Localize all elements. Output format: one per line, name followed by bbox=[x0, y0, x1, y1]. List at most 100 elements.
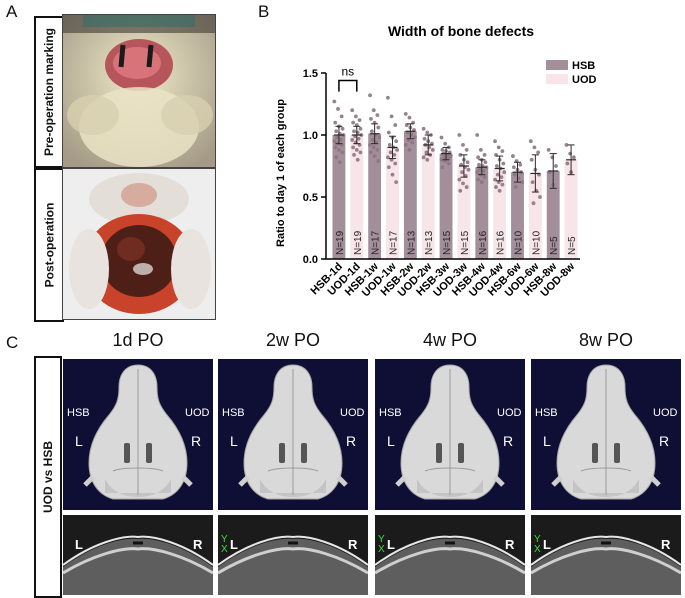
data-point bbox=[407, 115, 412, 120]
data-point bbox=[375, 147, 380, 152]
n-label: N=19 bbox=[335, 230, 346, 255]
bar-hsb-1d bbox=[332, 135, 346, 259]
data-point bbox=[494, 164, 499, 168]
data-point bbox=[353, 114, 358, 119]
data-point bbox=[511, 154, 515, 158]
data-point bbox=[564, 143, 569, 147]
data-point bbox=[407, 147, 412, 152]
n-label: N=17 bbox=[389, 230, 400, 255]
coronal-slice-render bbox=[218, 515, 368, 595]
data-point bbox=[571, 155, 576, 160]
data-point bbox=[477, 162, 481, 167]
data-point bbox=[476, 155, 481, 160]
skull-render bbox=[551, 364, 661, 500]
data-point bbox=[370, 138, 375, 142]
data-point bbox=[501, 161, 506, 166]
data-point bbox=[439, 157, 444, 162]
ct-skull-3d-view: HSB UOD L R bbox=[375, 359, 525, 510]
data-point bbox=[369, 129, 374, 134]
data-point bbox=[403, 112, 408, 116]
data-point bbox=[461, 143, 465, 147]
significance-bracket bbox=[338, 79, 358, 92]
n-label: N=10 bbox=[514, 230, 525, 255]
pre-op-photo bbox=[62, 14, 216, 168]
ns-label: ns bbox=[342, 64, 355, 78]
data-point bbox=[502, 170, 507, 175]
data-point bbox=[511, 165, 516, 170]
significance-annotation: ns bbox=[338, 64, 358, 92]
legend-swatch-hsb bbox=[546, 60, 568, 70]
data-point bbox=[358, 150, 363, 155]
data-point bbox=[335, 135, 339, 140]
bar-hsb-8w bbox=[546, 170, 560, 259]
data-point bbox=[457, 177, 462, 182]
data-point bbox=[421, 126, 426, 131]
data-point bbox=[494, 185, 498, 189]
y-axis-marker: Y bbox=[378, 534, 385, 545]
slice-left-label: L bbox=[75, 537, 83, 552]
n-label: N=13 bbox=[424, 230, 435, 255]
skull-render bbox=[83, 364, 193, 500]
left-side-label: L bbox=[230, 433, 238, 449]
coronal-slice-render bbox=[531, 515, 681, 595]
data-point bbox=[368, 93, 372, 98]
data-point bbox=[403, 143, 408, 147]
data-point bbox=[478, 167, 482, 172]
bone-defect-chart: Width of bone defects Ratio to day 1 of … bbox=[275, 23, 597, 299]
ct-skull-3d-view: HSB UOD L R bbox=[63, 359, 213, 510]
bar-uod-8w bbox=[564, 159, 578, 259]
right-side-label: R bbox=[346, 433, 357, 449]
data-point bbox=[377, 135, 382, 140]
y-axis-label: Ratio to day 1 of each group bbox=[275, 99, 287, 247]
data-point bbox=[531, 201, 536, 206]
legend-label-uod: UOD bbox=[572, 74, 597, 86]
hsb-side-label: HSB bbox=[379, 407, 402, 419]
n-label: N=10 bbox=[531, 230, 542, 255]
n-label: N=15 bbox=[442, 230, 453, 255]
data-point bbox=[333, 120, 338, 125]
data-point bbox=[351, 145, 356, 150]
data-point bbox=[495, 172, 500, 177]
data-point bbox=[368, 143, 372, 147]
x-axis-marker: X bbox=[221, 544, 228, 555]
data-point bbox=[482, 152, 487, 157]
data-point bbox=[464, 185, 469, 189]
post-op-label: Post-operation bbox=[42, 202, 57, 288]
data-point bbox=[460, 170, 464, 175]
data-point bbox=[393, 161, 398, 166]
data-point bbox=[536, 150, 541, 155]
data-point bbox=[421, 155, 426, 160]
pre-op-label-box: Pre-operation marking bbox=[34, 16, 64, 168]
data-point bbox=[336, 107, 340, 111]
data-point bbox=[334, 155, 339, 160]
data-point bbox=[478, 147, 483, 152]
data-point bbox=[440, 165, 445, 170]
data-point bbox=[386, 95, 390, 100]
pre-op-label: Pre-operation marking bbox=[42, 27, 56, 157]
x-axis-marker: X bbox=[378, 544, 385, 555]
data-point bbox=[440, 147, 445, 152]
data-point bbox=[565, 161, 570, 166]
data-point bbox=[446, 161, 451, 166]
data-point bbox=[554, 164, 558, 168]
data-point bbox=[442, 155, 447, 160]
y-tick-label: 1.5 bbox=[303, 68, 318, 80]
data-point bbox=[350, 138, 355, 142]
ct-column-title: 8w PO bbox=[578, 330, 634, 350]
data-point bbox=[493, 139, 497, 144]
data-point bbox=[388, 150, 393, 155]
data-point bbox=[529, 157, 534, 162]
data-point bbox=[375, 113, 380, 118]
data-point bbox=[369, 116, 373, 121]
data-point bbox=[464, 147, 469, 152]
coronal-slice-render bbox=[63, 515, 213, 595]
skull-render bbox=[238, 364, 348, 500]
data-point bbox=[410, 140, 415, 145]
ct-column-title: 4w PO bbox=[422, 330, 478, 350]
data-point bbox=[465, 160, 470, 165]
slice-right-label: R bbox=[348, 537, 358, 552]
left-side-label: L bbox=[387, 433, 395, 449]
data-point bbox=[475, 133, 480, 137]
